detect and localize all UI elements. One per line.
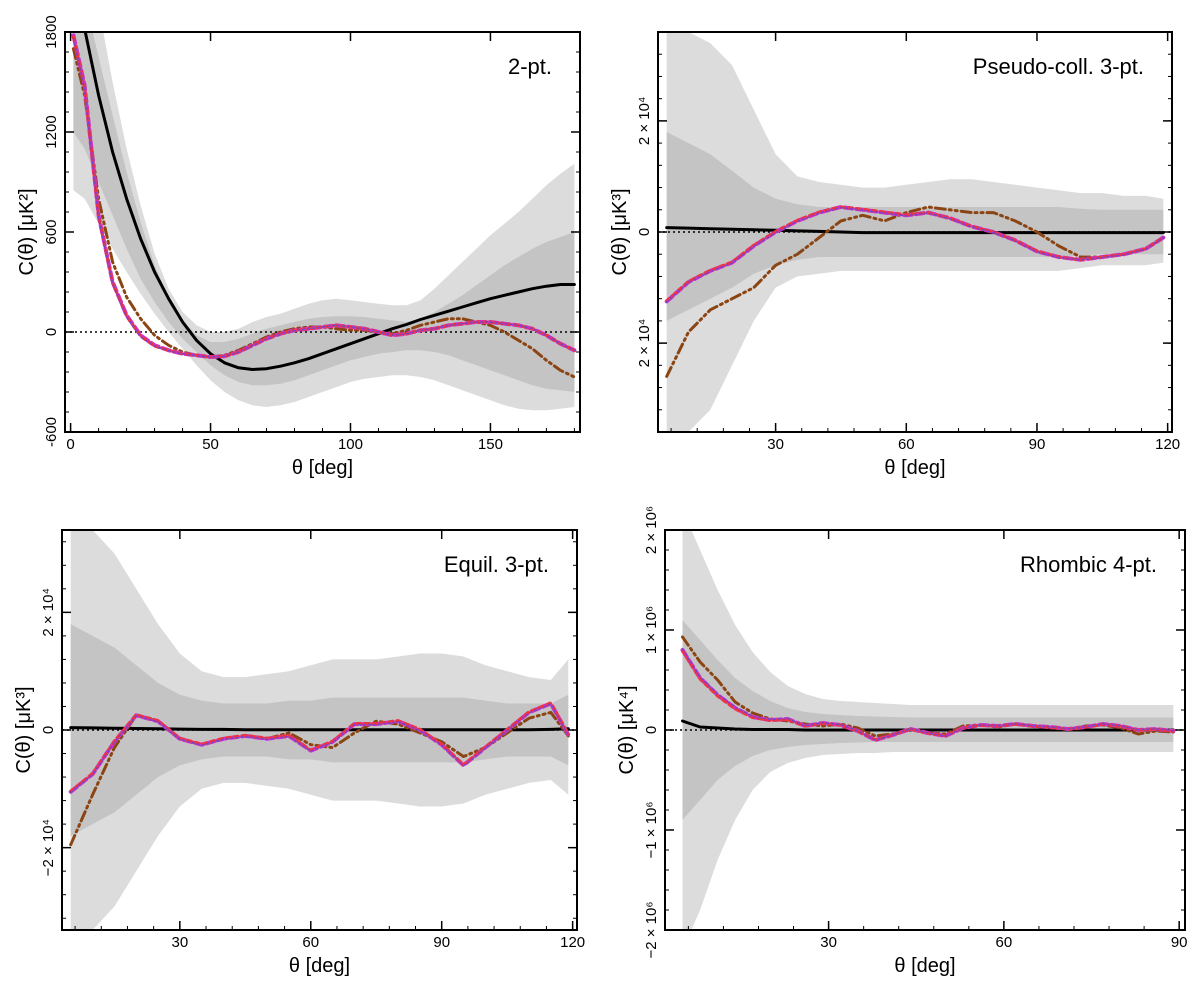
panel-title: 2-pt. bbox=[508, 54, 552, 79]
panel-title: Equil. 3-pt. bbox=[444, 552, 549, 577]
x-tick-label: 120 bbox=[560, 934, 585, 951]
y-tick-label: 600 bbox=[43, 219, 60, 244]
series-data-purple bbox=[681, 648, 1175, 741]
x-tick-label: 30 bbox=[820, 934, 837, 951]
confidence-band-inner bbox=[73, 32, 575, 392]
y-tick-label: 1 × 10⁶ bbox=[643, 606, 660, 654]
series-model bbox=[83, 32, 576, 371]
y-tick-label: -600 bbox=[43, 417, 60, 447]
panel-1: 0 50 100 150 -600 0 600 1200 1800 θ [deg] C(θ) [μK… bbox=[16, 15, 581, 479]
y-tick-label: 2 × 10⁴ bbox=[40, 588, 57, 637]
x-tick-label: 120 bbox=[1155, 436, 1180, 453]
series-data-purple bbox=[72, 37, 576, 358]
panel-title: Pseudo-coll. 3-pt. bbox=[973, 54, 1144, 79]
x-axis-title: θ [deg] bbox=[289, 955, 350, 977]
x-tick-label: 30 bbox=[171, 934, 188, 951]
y-tick-label: 1200 bbox=[43, 115, 60, 148]
x-tick-label: 30 bbox=[767, 436, 784, 453]
plot-area bbox=[665, 530, 1185, 930]
y-tick-label: −2 × 10⁴ bbox=[40, 819, 57, 876]
y-axis-title: C(θ) [μK³] bbox=[13, 686, 35, 773]
plot-area bbox=[658, 32, 1172, 432]
x-tick-label: 90 bbox=[433, 934, 450, 951]
panel-3: 30 60 90 120 −2 × 10⁴ 0 2 × 10⁴ θ [deg] C(θ) [μK… bbox=[13, 529, 585, 977]
y-tick-label: 2 × 10⁶ bbox=[643, 506, 660, 554]
x-axis-title: θ [deg] bbox=[292, 457, 353, 479]
series-model bbox=[69, 726, 570, 732]
series-model bbox=[665, 226, 1165, 235]
y-tick-label: −1 × 10⁶ bbox=[643, 801, 660, 858]
y-tick-label: 0 bbox=[636, 228, 653, 236]
x-tick-label: 100 bbox=[338, 436, 363, 453]
x-tick-label: 90 bbox=[1029, 436, 1046, 453]
y-axis-title: C(θ) [μK³] bbox=[609, 188, 631, 275]
panel-4: 30 60 90 −2 × 10⁶ −1 × 10⁶ 0 1 × 10⁶ 2 × 10⁶ θ [… bbox=[616, 506, 1188, 977]
y-tick-label: 2 × 10⁴ bbox=[636, 319, 653, 368]
confidence-band-inner bbox=[666, 132, 1164, 321]
x-axis-title: θ [deg] bbox=[894, 955, 955, 977]
y-tick-label: 2 × 10⁴ bbox=[636, 97, 653, 146]
series-model bbox=[681, 719, 1175, 732]
plot-area bbox=[62, 530, 577, 930]
series-data-red bbox=[69, 701, 570, 793]
x-tick-label: 150 bbox=[478, 436, 503, 453]
confidence-band-inner bbox=[682, 620, 1174, 820]
panel-2: 30 60 90 120 2 × 10⁴ 0 2 × 10⁴ θ [deg] C(θ) [μK³… bbox=[609, 31, 1180, 479]
y-tick-label: 0 bbox=[43, 328, 60, 336]
x-tick-label: 90 bbox=[1171, 934, 1188, 951]
plot-area bbox=[65, 32, 580, 411]
x-tick-label: 50 bbox=[202, 436, 219, 453]
y-axis-title: C(θ) [μK²] bbox=[16, 188, 38, 275]
x-tick-label: 60 bbox=[996, 934, 1013, 951]
y-axis-title: C(θ) [μK⁴] bbox=[616, 685, 638, 774]
series-data-purple bbox=[665, 206, 1165, 303]
x-axis-title: θ [deg] bbox=[884, 457, 945, 479]
x-tick-label: 60 bbox=[302, 934, 319, 951]
x-tick-label: 0 bbox=[66, 436, 74, 453]
series-data-purple bbox=[69, 703, 570, 794]
y-tick-label: 0 bbox=[643, 726, 660, 734]
y-tick-label: 0 bbox=[40, 726, 57, 734]
y-tick-label: −2 × 10⁶ bbox=[643, 901, 660, 958]
panel-title: Rhombic 4-pt. bbox=[1020, 552, 1157, 577]
x-tick-label: 60 bbox=[898, 436, 915, 453]
y-tick-label: 1800 bbox=[43, 15, 60, 48]
series-data-brown bbox=[665, 205, 1165, 378]
